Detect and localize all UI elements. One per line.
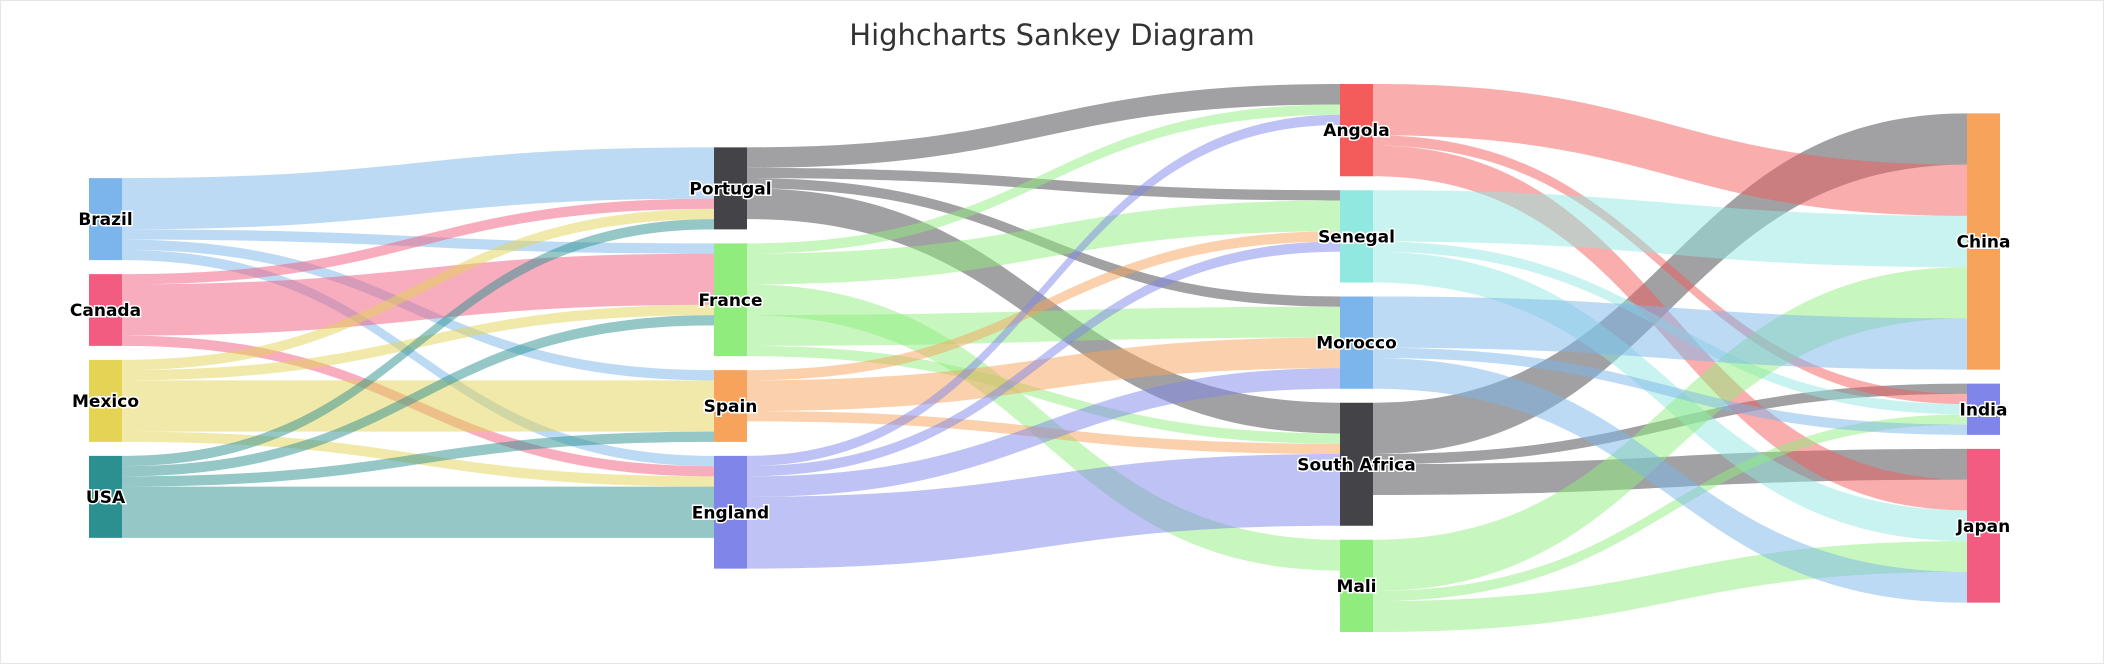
link-england-to-senegal: [747, 241, 1340, 477]
link-morocco-to-japan: [1373, 358, 1967, 603]
node-angola: [1340, 84, 1373, 177]
node-india: [1967, 383, 2000, 435]
link-usa-to-england: [122, 486, 714, 538]
link-canada-to-portugal: [122, 198, 714, 285]
link-mali-to-india: [1373, 414, 1967, 602]
node-spain: [714, 370, 747, 442]
node-label-brazil: Brazil: [78, 210, 132, 230]
link-mexico-to-portugal: [122, 208, 714, 371]
node-label-japan: Japan: [1956, 517, 2011, 537]
node-label-china: China: [1957, 233, 2011, 253]
chart-title: Highcharts Sankey Diagram: [849, 18, 1255, 52]
link-brazil-to-england: [122, 249, 714, 467]
link-morocco-to-india: [1373, 347, 1967, 435]
node-england: [714, 455, 747, 569]
link-senegal-to-china: [1373, 190, 1967, 268]
link-south-africa-to-china: [1373, 113, 1967, 454]
link-france-to-morocco: [747, 306, 1340, 346]
node-south-africa: [1340, 402, 1373, 526]
link-england-to-angola: [747, 114, 1340, 467]
node-label-mexico: Mexico: [72, 392, 139, 412]
node-mexico: [89, 359, 122, 442]
node-usa: [89, 455, 122, 538]
link-angola-to-china: [1373, 84, 1967, 216]
nodes-layer: [89, 84, 2000, 632]
link-usa-to-portugal: [122, 219, 714, 467]
node-brazil: [89, 178, 122, 261]
link-spain-to-morocco: [747, 337, 1340, 412]
links-layer: [122, 84, 1967, 632]
node-france: [714, 243, 747, 357]
link-england-to-south-africa: [747, 454, 1340, 569]
node-label-france: France: [698, 291, 762, 311]
node-label-south-africa: South Africa: [1297, 455, 1416, 475]
link-angola-to-india: [1373, 135, 1967, 405]
node-senegal: [1340, 190, 1373, 283]
node-mali: [1340, 539, 1373, 632]
node-label-spain: Spain: [704, 397, 758, 417]
node-label-senegal: Senegal: [1318, 227, 1395, 247]
link-england-to-morocco: [747, 368, 1340, 497]
labels-layer: Brazil Canada Mexico USA Portugal France Spain…: [68, 120, 2012, 599]
node-japan: [1967, 448, 2000, 603]
link-france-to-south-africa: [747, 345, 1340, 444]
link-france-to-senegal: [747, 200, 1340, 285]
node-morocco: [1340, 296, 1373, 389]
link-usa-to-spain: [122, 431, 714, 487]
node-canada: [89, 274, 122, 346]
node-label-morocco: Morocco: [1316, 334, 1397, 354]
node-china: [1967, 113, 2000, 370]
node-label-mali: Mali: [1336, 577, 1376, 597]
link-france-to-angola: [747, 104, 1340, 254]
link-morocco-to-china: [1373, 296, 1967, 370]
link-brazil-to-portugal: [122, 147, 714, 230]
node-label-portugal: Portugal: [689, 179, 771, 199]
link-portugal-to-angola: [747, 84, 1340, 168]
node-label-usa: USA: [86, 488, 126, 508]
link-spain-to-senegal: [747, 231, 1340, 381]
node-label-angola: Angola: [1323, 121, 1389, 141]
node-label-canada: Canada: [70, 301, 141, 321]
link-mexico-to-spain: [122, 380, 714, 432]
node-label-india: India: [1960, 400, 2008, 420]
node-label-england: England: [692, 503, 769, 523]
node-portugal: [714, 147, 747, 230]
link-usa-to-france: [122, 315, 714, 477]
link-mali-to-china: [1373, 267, 1967, 591]
